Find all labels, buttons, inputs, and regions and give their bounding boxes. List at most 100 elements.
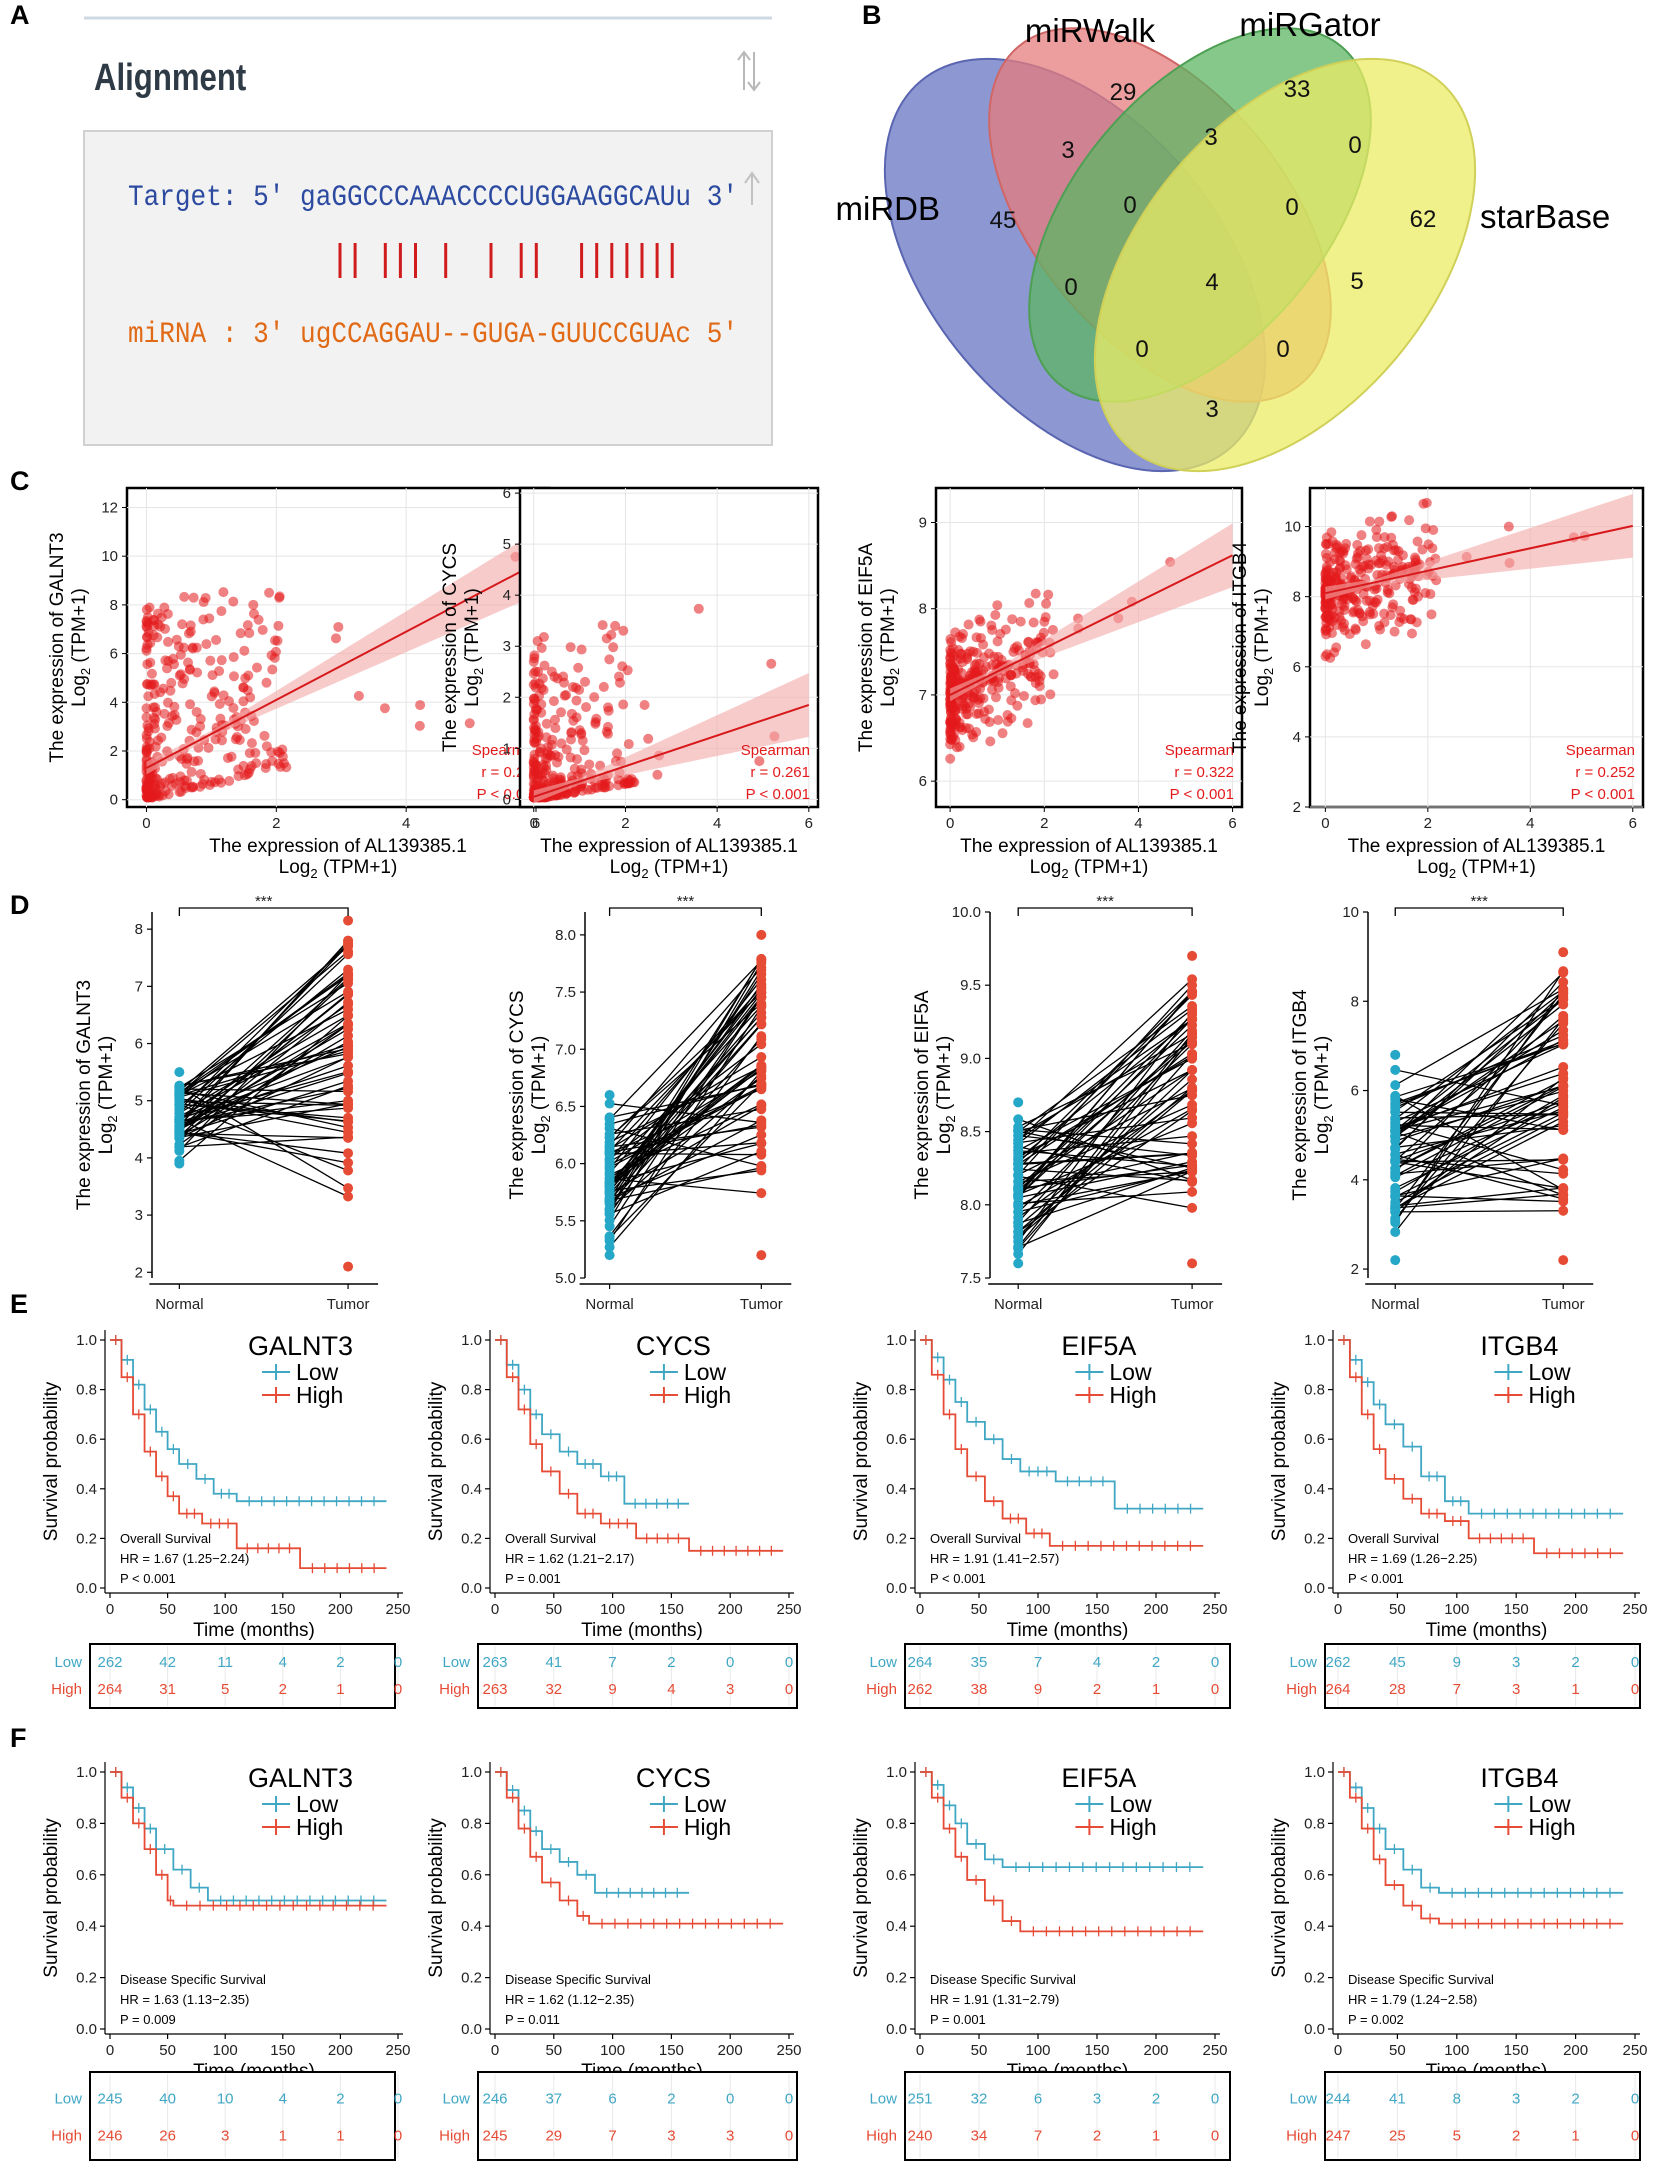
scatter-point bbox=[141, 703, 152, 714]
venn-count: 4 bbox=[1205, 269, 1218, 296]
scatter-point bbox=[165, 685, 176, 696]
legend-high-label: High bbox=[1528, 1382, 1575, 1408]
y-axis-label-sub: 2 bbox=[78, 668, 93, 675]
scatter-point bbox=[193, 755, 204, 766]
tumor-dot bbox=[1187, 1186, 1198, 1197]
y-tick-label: 2 bbox=[503, 689, 511, 706]
risk-high-count: 3 bbox=[1512, 1681, 1520, 1698]
regression-line bbox=[146, 562, 537, 769]
pair-line bbox=[609, 1006, 762, 1242]
y-tick-label: 1.0 bbox=[461, 1764, 482, 1781]
y-tick-label: 0.0 bbox=[76, 1580, 97, 1597]
risk-table-frame bbox=[904, 1643, 1231, 1709]
scatter-point bbox=[1352, 548, 1363, 559]
scatter-point bbox=[993, 673, 1004, 684]
risk-high-count: 7 bbox=[1034, 2128, 1042, 2145]
tumor-dot bbox=[1187, 1082, 1198, 1093]
pair-line bbox=[1395, 1195, 1564, 1203]
tumor-dot bbox=[756, 1250, 767, 1261]
x-axis-label-sub: 2 bbox=[1061, 866, 1068, 881]
km-endpoint: Disease Specific Survival bbox=[1348, 1972, 1494, 1987]
scatter-point bbox=[195, 781, 206, 792]
x-tick-label: 250 bbox=[776, 2042, 801, 2059]
pair-line bbox=[1018, 1151, 1193, 1191]
risk-row-low-label: Low bbox=[869, 1654, 897, 1671]
scatter-point bbox=[948, 663, 959, 674]
scroll-up-icon[interactable] bbox=[744, 171, 760, 205]
y-tick-label: 1.0 bbox=[76, 1332, 97, 1349]
scatter-point bbox=[945, 725, 956, 736]
y-tick-label: 9 bbox=[919, 514, 927, 531]
y-tick-label: 5.0 bbox=[555, 1270, 576, 1287]
x-tick-label: 250 bbox=[1622, 2042, 1647, 2059]
y-axis-label-unit: (TPM+1) bbox=[462, 588, 483, 668]
venn-count: 29 bbox=[1110, 79, 1137, 106]
y-axis-label-sub: 2 bbox=[471, 668, 486, 675]
x-tick-label: 6 bbox=[1228, 815, 1236, 832]
y-axis-label: The expression of GALNT3Log2 (TPM+1) bbox=[74, 980, 120, 1210]
y-axis-label-sub: 2 bbox=[538, 1115, 553, 1122]
pair-line bbox=[1017, 1053, 1193, 1165]
risk-low-count: 262 bbox=[1325, 1654, 1350, 1671]
x-tick-label: 150 bbox=[1504, 1601, 1529, 1618]
pair-line bbox=[1395, 1159, 1564, 1163]
scatter-point bbox=[210, 734, 221, 745]
risk-table-frame bbox=[1324, 1643, 1641, 1709]
scatter-point bbox=[643, 733, 654, 744]
risk-low-count: 2 bbox=[1571, 1654, 1579, 1671]
y-axis-label-sub: 2 bbox=[1321, 1115, 1336, 1122]
y-tick-label: 0.8 bbox=[76, 1815, 97, 1832]
pair-line bbox=[179, 1089, 349, 1129]
tumor-dot bbox=[1187, 1048, 1198, 1059]
x-tick-label: 250 bbox=[1202, 1601, 1227, 1618]
pair-line bbox=[609, 992, 762, 1139]
scatter-point bbox=[1334, 555, 1345, 566]
y-tick-label: 0.2 bbox=[461, 1970, 482, 1987]
updown-arrows-icon[interactable] bbox=[737, 50, 761, 92]
pair-line bbox=[609, 1178, 762, 1194]
legend-high-label: High bbox=[684, 1814, 731, 1840]
x-axis-label-2: Log2 (TPM+1) bbox=[1417, 857, 1536, 881]
risk-row-high-label: High bbox=[51, 2128, 82, 2145]
x-tick-label: 150 bbox=[270, 1601, 295, 1618]
y-tick-label: 8 bbox=[135, 921, 143, 938]
risk-low-count: 2 bbox=[336, 1654, 344, 1671]
pair-line bbox=[609, 1088, 762, 1154]
regression-line bbox=[533, 703, 810, 798]
tumor-dot bbox=[756, 965, 767, 976]
y-tick-label: 0.8 bbox=[461, 1382, 482, 1399]
scatter-point bbox=[209, 687, 220, 698]
x-tick-label: 0 bbox=[106, 2042, 114, 2059]
x-tick-label: Normal bbox=[155, 1296, 203, 1313]
scatter-point bbox=[1034, 675, 1045, 686]
tumor-dot bbox=[343, 1148, 354, 1159]
y-tick-label: 0.0 bbox=[1304, 2021, 1325, 2038]
x-axis-label-log: Log bbox=[279, 857, 311, 878]
y-axis-label: Survival probability bbox=[1269, 1381, 1290, 1541]
stat-p: P < 0.001 bbox=[746, 786, 810, 803]
x-tick-label: 50 bbox=[159, 1601, 176, 1618]
pair-line bbox=[609, 967, 762, 1147]
scatter-point bbox=[957, 629, 968, 640]
tumor-dot bbox=[343, 970, 354, 981]
scatter-point bbox=[528, 770, 539, 781]
scatter-point bbox=[1388, 599, 1399, 610]
tumor-dot bbox=[1558, 999, 1569, 1010]
x-tick-label: Tumor bbox=[327, 1296, 370, 1313]
scatter-point bbox=[1363, 563, 1374, 574]
risk-low-count: 6 bbox=[1034, 2091, 1042, 2108]
paired-chart-galnt3: 2 3 4 5 6 7 8 Normal Tumor *** The expression of G… bbox=[74, 893, 379, 1313]
x-tick-label: 6 bbox=[805, 815, 813, 832]
x-tick-label: 2 bbox=[621, 815, 629, 832]
scatter-point bbox=[967, 729, 978, 740]
y-tick-label: 0.6 bbox=[76, 1867, 97, 1884]
x-tick-label: 100 bbox=[1025, 2042, 1050, 2059]
risk-low-count: 0 bbox=[726, 2091, 734, 2108]
x-tick-label: 50 bbox=[1389, 1601, 1406, 1618]
pair-line bbox=[179, 990, 349, 1094]
risk-low-count: 262 bbox=[97, 1654, 122, 1671]
tumor-dot bbox=[756, 1117, 767, 1128]
scatter-point bbox=[566, 727, 577, 738]
normal-dot bbox=[1390, 1217, 1401, 1228]
